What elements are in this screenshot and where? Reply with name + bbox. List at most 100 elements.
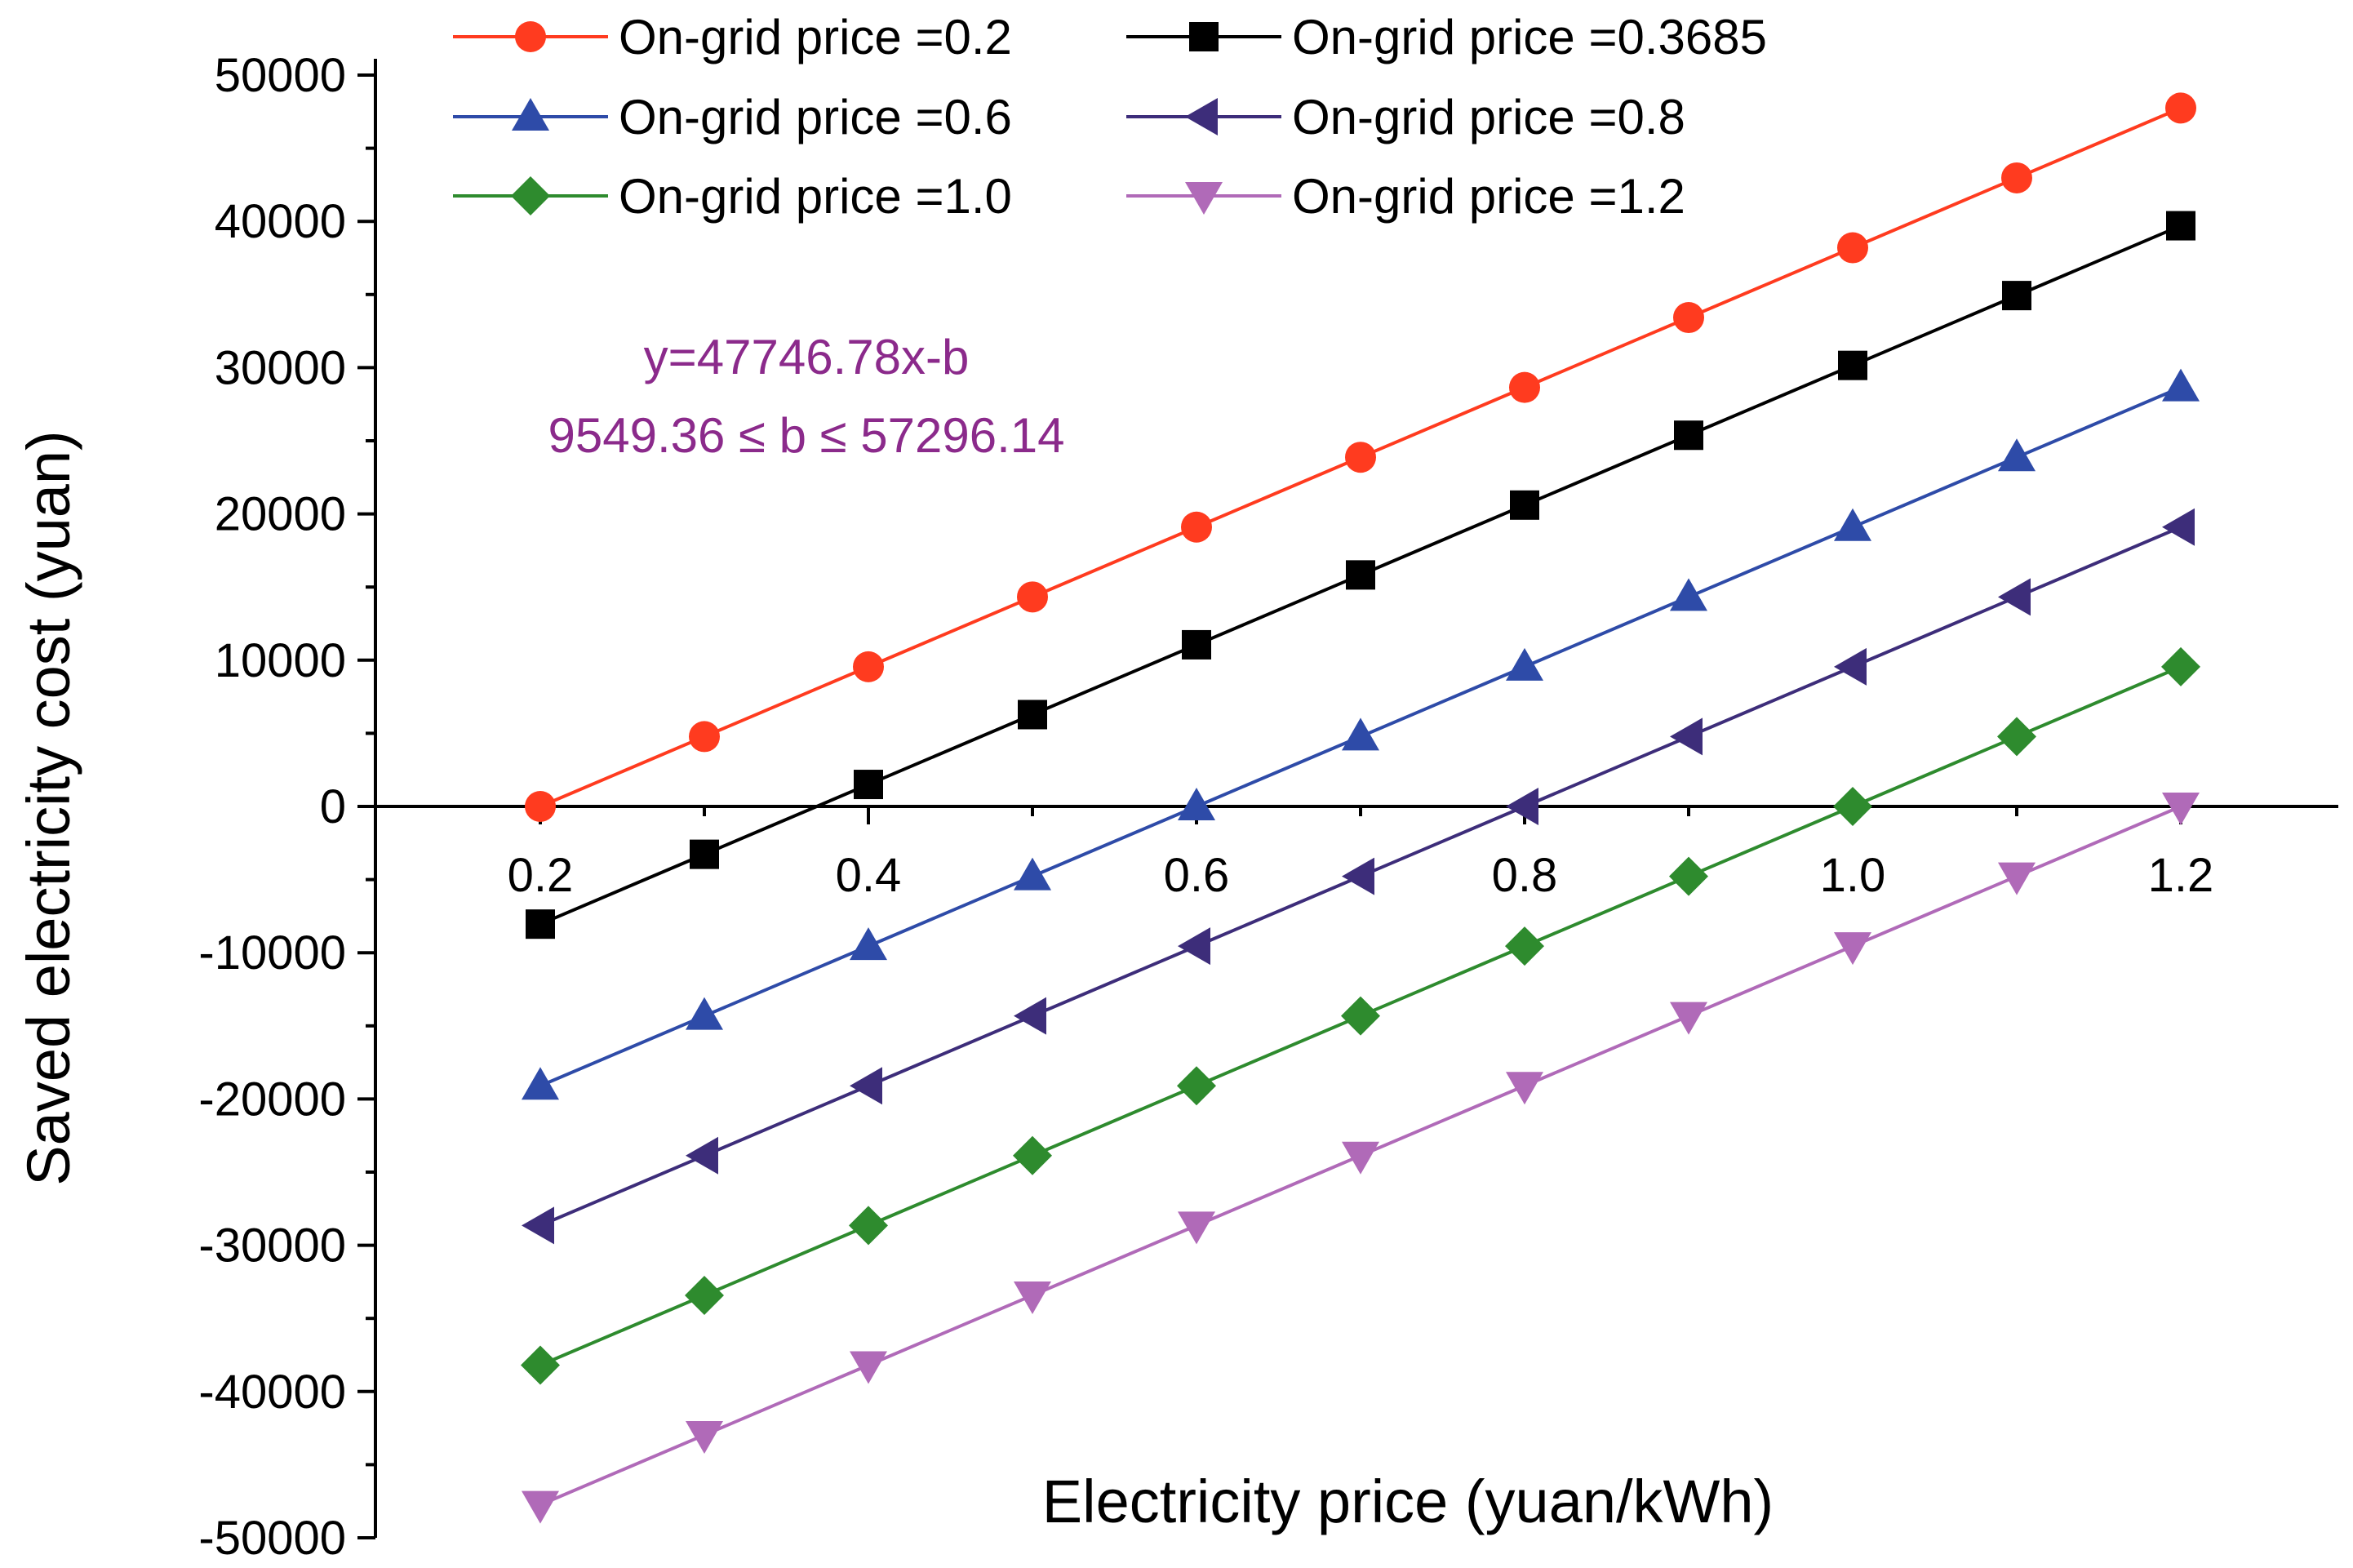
data-point [1342,1141,1379,1175]
legend-item-3: On-grid price =0.8 [1126,90,1685,144]
series-4 [521,646,2200,1385]
data-point [1506,647,1543,681]
data-point [1346,560,1375,590]
data-point [1342,857,1374,895]
y-tick-label: 0 [320,780,346,833]
y-tick-label: 40000 [215,195,346,248]
series-3 [522,508,2195,1245]
data-point [686,997,723,1030]
data-point [1998,862,2036,895]
legend: On-grid price =0.2 On-grid price =0.3685 O… [453,10,1767,224]
data-point [689,721,720,753]
data-point [1834,647,1867,686]
data-point [1014,857,1051,891]
data-point [1837,232,1868,264]
y-tick-label: 30000 [215,341,346,394]
data-point [1177,1066,1216,1106]
legend-marker [512,98,549,131]
plot-area [521,92,2200,1524]
legend-marker [1185,182,1223,215]
y-tick-label: 50000 [215,49,346,102]
data-point [2162,368,2200,402]
data-point [1178,927,1210,966]
data-point [1834,508,1871,541]
y-tick-label: -30000 [198,1219,346,1273]
legend-item-1: On-grid price =0.3685 [1126,10,1767,64]
legend-item-2: On-grid price =0.6 [453,90,1012,144]
data-point [1017,581,1048,613]
data-point [2002,281,2031,311]
y-tick-label: -40000 [198,1366,346,1419]
data-point [522,1490,559,1524]
data-point [2162,793,2200,825]
data-point [1998,438,2036,472]
legend-marker [1189,22,1219,51]
data-point [853,651,884,682]
legend-label: On-grid price =1.2 [1292,169,1685,224]
legend-marker [1185,98,1218,135]
legend-marker [511,176,550,215]
data-point [690,839,719,869]
axes: 50000 40000 30000 20000 10000 0 -10000 -20000 -3… [198,49,2338,1565]
series-0 [525,92,2196,822]
y-tick-label: -10000 [198,926,346,979]
data-point [1510,490,1539,520]
data-point [1178,1211,1215,1245]
x-tick-label: 0.6 [1164,849,1230,902]
data-point [1341,996,1380,1036]
data-point [1833,787,1872,826]
legend-marker [515,21,546,52]
data-point [2166,211,2195,241]
data-point [1178,788,1215,820]
data-point [521,1345,560,1385]
data-point [1342,717,1379,751]
legend-label: On-grid price =0.3685 [1292,10,1767,64]
x-tick-label: 0.4 [836,849,902,902]
data-point [850,1351,887,1384]
data-point [1838,350,1867,380]
legend-label: On-grid price =0.6 [619,90,1012,144]
data-point [1013,1135,1052,1175]
data-point [685,1275,724,1315]
x-tick-label: 1.0 [1820,849,1886,902]
data-point [850,1067,882,1105]
data-point [1505,926,1544,966]
y-tick-label: 10000 [215,634,346,687]
annotation-equation: y=47746.78x-b [644,330,970,384]
data-point [1506,1072,1543,1105]
data-point [1834,932,1871,966]
y-tick-label: -50000 [198,1512,346,1565]
data-point [2001,162,2032,193]
data-point [854,770,883,800]
data-point [1181,511,1212,543]
legend-item-4: On-grid price =1.0 [453,169,1012,224]
legend-item-5: On-grid price =1.2 [1126,169,1685,224]
series-1 [526,211,2195,939]
data-point [2165,92,2196,124]
x-tick-label: 0.8 [1492,849,1558,902]
data-point [1670,1002,1707,1035]
data-point [1670,578,1707,611]
legend-label: On-grid price =0.8 [1292,90,1685,144]
legend-label: On-grid price =1.0 [619,169,1012,224]
data-point [1014,997,1046,1035]
data-point [1674,420,1703,451]
annotation-range: 9549.36 ≤ b ≤ 57296.14 [548,408,1064,463]
data-point [1018,700,1047,730]
data-point [686,1136,718,1175]
data-point [1669,856,1708,896]
data-point [849,1206,888,1246]
data-point [1506,788,1538,825]
data-point [850,927,887,961]
data-point [1670,717,1703,756]
data-point [686,1421,723,1455]
data-point [1509,371,1540,403]
legend-label: On-grid price =0.2 [619,10,1012,64]
data-point [1998,578,2031,616]
data-point [525,791,556,822]
data-point [1345,442,1376,473]
data-point [2162,508,2195,546]
x-tick-label: 1.2 [2148,849,2214,902]
x-tick-label: 0.2 [508,849,574,902]
